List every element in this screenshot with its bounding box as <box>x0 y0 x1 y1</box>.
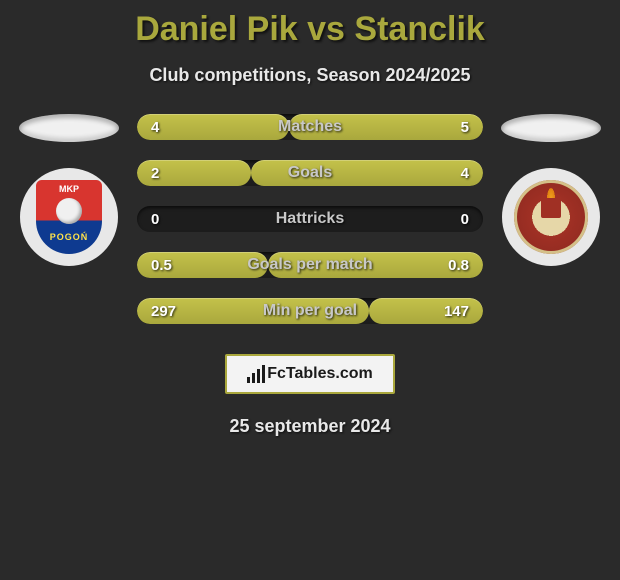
stat-value-right: 0.8 <box>434 252 483 278</box>
stat-bar: 297147Min per goal <box>137 298 483 324</box>
subtitle: Club competitions, Season 2024/2025 <box>0 65 620 86</box>
stat-bar: 0.50.8Goals per match <box>137 252 483 278</box>
stat-value-right: 5 <box>447 114 483 140</box>
club-badge-right-icon <box>502 168 600 266</box>
stat-label: Hattricks <box>137 206 483 232</box>
stat-bar: 0 0Hattricks <box>137 206 483 232</box>
stat-value-left: 2 <box>137 160 173 186</box>
comparison-panel: 45Matches24Goals00Hattricks0.50.8Goals p… <box>0 114 620 324</box>
stat-value-right: 147 <box>430 298 483 324</box>
club-badge-left-icon <box>20 168 118 266</box>
stat-value-left: 4 <box>137 114 173 140</box>
stat-value-right: 4 <box>447 160 483 186</box>
stat-value-right: 0 <box>447 206 483 232</box>
fctables-logo: FcTables.com <box>225 354 395 394</box>
stat-value-left: 297 <box>137 298 190 324</box>
logo-bars-icon <box>247 365 265 383</box>
player-right-ellipse-icon <box>501 114 601 142</box>
page-title: Daniel Pik vs Stanclik <box>0 0 620 49</box>
stat-value-left: 0 <box>137 206 173 232</box>
player-left-column <box>19 114 119 266</box>
stat-bar: 45Matches <box>137 114 483 140</box>
footer-logo-text: FcTables.com <box>267 365 373 383</box>
stat-bar: 24Goals <box>137 160 483 186</box>
stats-bars: 45Matches24Goals00Hattricks0.50.8Goals p… <box>137 114 483 324</box>
stat-value-left: 0.5 <box>137 252 186 278</box>
player-left-ellipse-icon <box>19 114 119 142</box>
date-label: 25 september 2024 <box>0 416 620 437</box>
player-right-column <box>501 114 601 266</box>
